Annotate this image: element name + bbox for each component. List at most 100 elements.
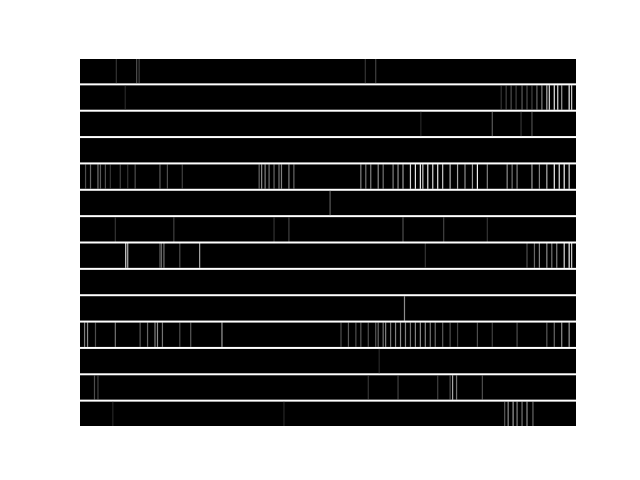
barcode-stripe: [399, 322, 402, 347]
barcode-stripe: [434, 322, 436, 347]
barcode-row-background: [80, 217, 576, 242]
barcode-stripe: [377, 322, 379, 347]
barcode-stripe: [273, 164, 275, 189]
barcode-stripe: [84, 164, 87, 189]
barcode-row-background: [80, 164, 576, 189]
barcode-stripe: [546, 164, 548, 189]
barcode-stripe: [422, 164, 424, 189]
barcode-stripe: [486, 164, 488, 189]
barcode-stripe: [538, 243, 540, 268]
barcode-stripe: [124, 85, 126, 110]
barcode-stripe: [161, 322, 164, 347]
barcode-row-11: [80, 322, 576, 347]
barcode-stripe: [516, 401, 518, 426]
barcode-stripe: [392, 164, 394, 189]
barcode-row-14: [80, 401, 576, 426]
barcode-stripe: [288, 164, 290, 189]
barcode-stripe: [414, 164, 416, 189]
barcode-stripe: [556, 243, 558, 268]
barcode-stripe: [424, 243, 426, 268]
barcode-stripe: [563, 164, 565, 189]
barcode-stripe: [571, 243, 573, 268]
barcode-stripe: [86, 322, 89, 347]
barcode-stripe: [402, 164, 404, 189]
barcode-stripe: [268, 164, 270, 189]
barcode-row-7: [80, 217, 576, 242]
barcode-stripe: [146, 322, 149, 347]
barcode-stripe: [449, 164, 451, 189]
barcode-stripe: [507, 401, 509, 426]
barcode-stripe: [557, 85, 559, 110]
barcode-stripe: [510, 85, 512, 110]
barcode-stripe: [125, 243, 127, 268]
barcode-stripe: [397, 375, 399, 400]
barcode-row-background: [80, 59, 576, 84]
barcode-stripe: [521, 85, 523, 110]
barcode-row-5: [80, 164, 576, 189]
barcode-stripe: [181, 164, 183, 189]
barcode-stripe: [456, 322, 459, 347]
barcode-row-8: [80, 243, 576, 268]
barcode-stripe: [548, 85, 550, 110]
barcode-stripe: [385, 322, 387, 347]
barcode-stripe: [364, 59, 366, 84]
barcode-stripe: [163, 243, 165, 268]
barcode-stripe: [437, 375, 439, 400]
barcode-stripe: [402, 217, 404, 242]
barcode-stripe: [500, 85, 502, 110]
barcode-stripe: [449, 322, 451, 347]
barcode-stripe: [526, 243, 528, 268]
barcode-stripe: [533, 243, 536, 268]
barcode-row-background: [80, 85, 576, 110]
barcode-stripe: [114, 217, 116, 242]
barcode-stripe: [432, 164, 434, 189]
barcode-stripe: [541, 85, 543, 110]
barcode-stripe: [273, 217, 275, 242]
barcode-stripe: [515, 85, 517, 110]
barcode-stripe: [378, 348, 380, 374]
barcode-stripe: [526, 85, 528, 110]
barcode-stripe: [546, 85, 548, 110]
barcode-row-3: [80, 111, 576, 137]
barcode-stripe: [403, 296, 406, 321]
barcode-stripe: [329, 190, 331, 216]
barcode-stripe: [97, 164, 99, 189]
barcode-stripe: [367, 375, 369, 400]
barcode-row-9: [80, 269, 576, 295]
barcode-stripe: [97, 375, 99, 400]
barcode-row-background: [80, 296, 576, 321]
barcode-stripe: [471, 164, 474, 189]
barcode-stripe: [127, 243, 129, 268]
barcode-row-10: [80, 296, 576, 321]
barcode-stripe: [563, 243, 565, 268]
barcode-stripe: [114, 322, 116, 347]
barcode-stripe: [138, 59, 140, 84]
barcode-stripe: [521, 401, 523, 426]
barcode-row-6: [80, 190, 576, 216]
barcode-row-background: [80, 243, 576, 268]
barcode-stripe: [504, 401, 506, 426]
barcode-stripe: [89, 164, 92, 189]
barcode-stripe: [443, 217, 445, 242]
barcode-stripe: [293, 164, 295, 189]
barcode-stripe: [390, 322, 392, 347]
barcode-stripe: [173, 217, 175, 242]
barcode-stripe: [442, 322, 444, 347]
barcode-stripe: [505, 85, 507, 110]
barcode-stripe: [538, 164, 540, 189]
barcode-stripe: [553, 85, 555, 110]
barcode-stripe: [377, 164, 379, 189]
barcode-stripe: [278, 164, 280, 189]
barcode-stripe: [546, 243, 548, 268]
barcode-stripe: [491, 111, 493, 137]
barcode-stripe: [221, 322, 223, 347]
barcode-row-background: [80, 375, 576, 400]
barcode-stripe: [134, 164, 136, 189]
barcode-stripe: [414, 322, 416, 347]
barcode-stripe: [506, 164, 508, 189]
barcode-stripe: [83, 322, 86, 347]
barcode-stripe: [558, 164, 560, 189]
barcode-stripe: [136, 59, 138, 84]
barcode-stripe: [112, 401, 114, 426]
